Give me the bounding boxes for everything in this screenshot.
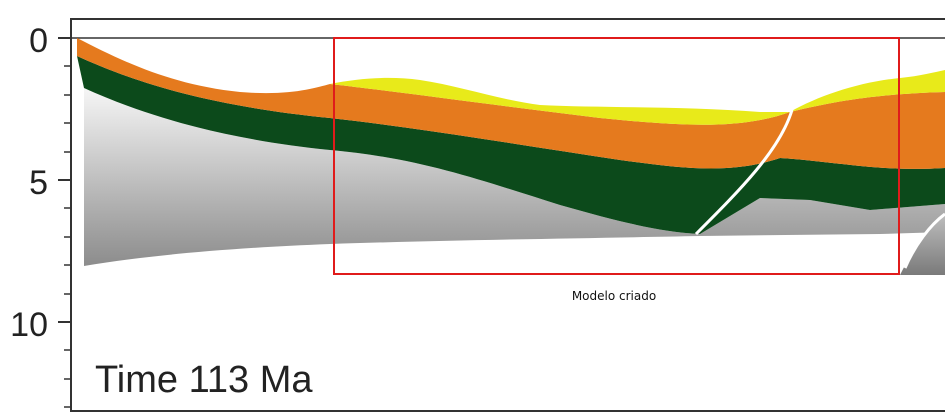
y-tick-label-5: 5 <box>29 164 48 202</box>
yellow-layer <box>330 77 790 125</box>
y-axis: 0 5 10 <box>10 22 71 408</box>
time-label: Time 113 Ma <box>95 359 313 401</box>
yellow-layer-right <box>790 70 945 112</box>
basement-right-block <box>900 215 945 275</box>
basement-layer <box>84 88 945 266</box>
green-layer <box>77 56 945 234</box>
highlight-caption: Modelo criado <box>572 289 656 303</box>
orange-layer <box>77 38 945 169</box>
y-tick-label-10: 10 <box>10 306 48 344</box>
highlight-box <box>333 37 900 275</box>
y-tick-label-0: 0 <box>29 22 48 60</box>
fault-line <box>694 109 794 236</box>
fault-line-right <box>903 212 945 269</box>
